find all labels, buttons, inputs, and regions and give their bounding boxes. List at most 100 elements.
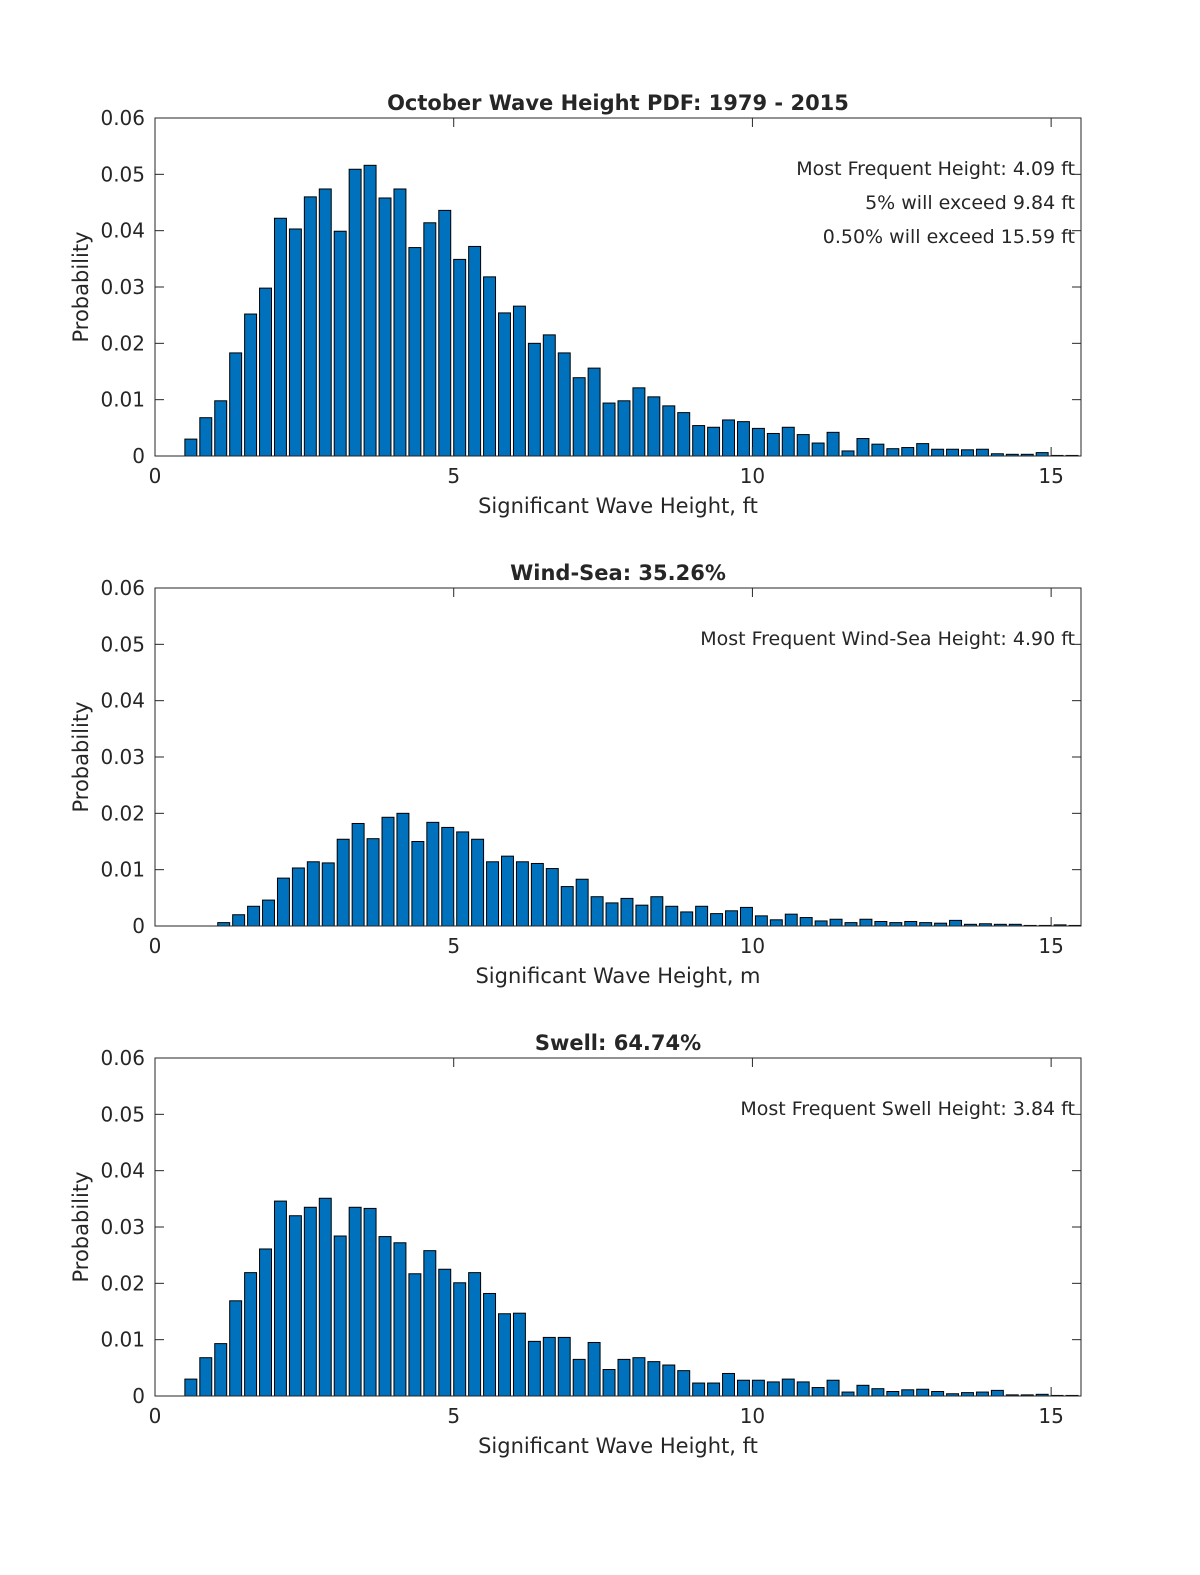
- bar: [961, 1392, 974, 1397]
- y-tick-label: 0.05: [100, 632, 145, 656]
- bar: [512, 1312, 526, 1397]
- bar: [471, 838, 485, 927]
- bar: [841, 1391, 855, 1397]
- bar: [199, 1357, 213, 1397]
- bar: [814, 920, 828, 927]
- bar: [916, 1388, 930, 1397]
- bar: [635, 904, 649, 927]
- bar: [931, 448, 945, 457]
- bar: [453, 258, 467, 457]
- bar: [931, 1390, 945, 1397]
- bar: [306, 861, 320, 927]
- bar: [662, 405, 676, 457]
- bar: [423, 1250, 437, 1397]
- x-tick-label: 10: [740, 1404, 765, 1428]
- bar: [766, 432, 780, 457]
- bar: [575, 878, 589, 927]
- bar: [291, 867, 305, 927]
- bar: [736, 1379, 750, 1397]
- bar: [214, 1343, 228, 1397]
- bar: [542, 334, 556, 457]
- bar: [647, 396, 661, 457]
- chart-title: October Wave Height PDF: 1979 - 2015: [387, 91, 849, 115]
- bar: [542, 1336, 556, 1397]
- y-tick-label: 0.04: [100, 689, 145, 713]
- bar: [456, 831, 470, 927]
- bar: [617, 400, 631, 457]
- bar: [483, 276, 497, 457]
- bar: [572, 1358, 586, 1397]
- y-tick-label: 0.04: [100, 1159, 145, 1183]
- bar: [587, 367, 601, 457]
- bar: [874, 920, 888, 927]
- x-tick-label: 15: [1038, 1404, 1063, 1428]
- bar: [990, 1389, 1004, 1397]
- bar: [871, 443, 885, 457]
- bar: [468, 1272, 482, 1397]
- bar: [587, 1341, 601, 1397]
- y-axis-label: Probability: [69, 701, 93, 812]
- bar: [468, 245, 482, 457]
- bar: [527, 342, 541, 457]
- bar: [438, 209, 452, 457]
- bar: [288, 228, 302, 457]
- bar: [321, 862, 335, 927]
- bar: [692, 1382, 706, 1397]
- y-tick-label: 0.06: [100, 576, 145, 600]
- x-tick-label: 0: [149, 1404, 162, 1428]
- bar: [751, 427, 765, 457]
- chart-panel-2: 0 0.01 0.02 0.03 0.04 0.05 0.06 0 5 10 15 Wind-Sea:…: [69, 561, 1082, 988]
- x-tick-label: 5: [447, 1404, 460, 1428]
- annotation-text: 5% will exceed 9.84 ft: [865, 192, 1075, 214]
- bar: [904, 920, 918, 927]
- bar: [796, 1381, 810, 1397]
- bar: [844, 922, 858, 927]
- bar: [811, 442, 825, 457]
- bar: [707, 426, 721, 457]
- bar: [426, 821, 440, 927]
- bar: [829, 918, 843, 927]
- y-axis-label: Probability: [69, 231, 93, 342]
- y-tick-label: 0.03: [100, 275, 145, 299]
- bar: [692, 425, 706, 457]
- y-tick-label: 0.05: [100, 162, 145, 186]
- bar: [214, 400, 228, 457]
- bar: [632, 1357, 646, 1397]
- bar: [722, 1372, 735, 1397]
- y-tick-label: 0.06: [100, 1046, 145, 1070]
- y-tick-label: 0: [132, 914, 145, 938]
- chart-title: Wind-Sea: 35.26%: [510, 561, 726, 585]
- bar: [677, 412, 691, 457]
- bar: [961, 449, 974, 457]
- bar: [498, 312, 511, 457]
- bar: [393, 188, 407, 457]
- bar: [739, 906, 753, 927]
- bar: [530, 862, 544, 927]
- bar: [856, 438, 870, 457]
- bar: [662, 1364, 676, 1397]
- bar: [886, 448, 900, 457]
- bar: [647, 1361, 661, 1397]
- y-tick-label: 0.01: [100, 858, 145, 882]
- bar: [244, 313, 258, 457]
- bar: [975, 1391, 989, 1397]
- bar: [859, 918, 873, 927]
- annotation-text: 0.50% will exceed 15.59 ft: [823, 226, 1075, 248]
- y-tick-label: 0.01: [100, 388, 145, 412]
- bar: [736, 421, 750, 457]
- bar: [381, 816, 395, 927]
- bar: [501, 855, 514, 927]
- y-tick-label: 0.01: [100, 1328, 145, 1352]
- bar: [781, 1378, 795, 1397]
- bar: [602, 1369, 616, 1397]
- bar: [396, 812, 410, 927]
- bar: [811, 1387, 825, 1397]
- bar: [303, 196, 317, 457]
- x-axis-label: Significant Wave Height, m: [475, 964, 760, 988]
- bar: [199, 417, 213, 457]
- bar: [901, 447, 915, 457]
- bar: [781, 426, 795, 457]
- bar: [247, 905, 261, 927]
- bar: [751, 1379, 765, 1397]
- bar: [363, 164, 377, 457]
